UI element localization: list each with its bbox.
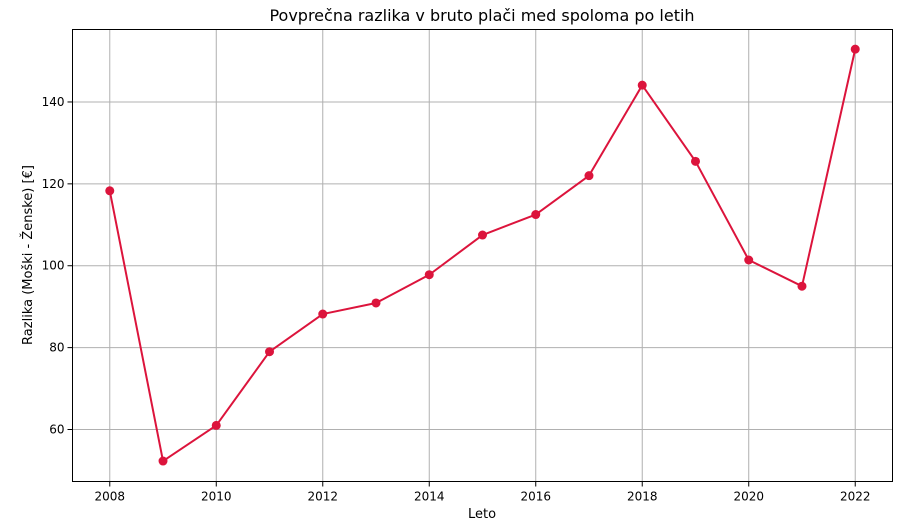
data-point bbox=[584, 171, 594, 181]
data-point bbox=[158, 456, 168, 466]
x-tick-label: 2010 bbox=[201, 490, 232, 504]
series-line bbox=[108, 48, 857, 463]
plot-frame bbox=[72, 29, 893, 482]
ticks: 2008 2010 2012 2014 2016 2018 2020 2022 60 80 100 1… bbox=[42, 95, 871, 504]
x-tick-label: 2018 bbox=[627, 490, 658, 504]
x-axis-label: Leto bbox=[468, 507, 496, 522]
y-tick-label: 60 bbox=[49, 423, 64, 437]
y-tick-label: 80 bbox=[49, 341, 64, 355]
data-point bbox=[424, 270, 434, 280]
data-point bbox=[318, 309, 328, 319]
x-tick-label: 2016 bbox=[520, 490, 551, 504]
data-point bbox=[850, 44, 860, 54]
y-axis-label: Razlika (Moški - Ženske) [€] bbox=[20, 165, 36, 345]
data-point bbox=[478, 230, 487, 240]
data-point bbox=[211, 420, 221, 430]
data-point bbox=[797, 281, 807, 291]
x-tick-label: 2008 bbox=[94, 490, 125, 504]
y-tick-label: 100 bbox=[42, 259, 65, 273]
x-tick-label: 2014 bbox=[414, 490, 445, 504]
data-point bbox=[690, 156, 700, 166]
data-point bbox=[265, 347, 275, 357]
data-points bbox=[105, 44, 860, 466]
data-point bbox=[105, 186, 115, 196]
chart-title: Povprečna razlika v bruto plači med spol… bbox=[269, 6, 694, 25]
x-tick-label: 2012 bbox=[307, 490, 338, 504]
y-tick-label: 140 bbox=[42, 95, 65, 109]
x-tick-label: 2022 bbox=[840, 490, 871, 504]
data-point bbox=[637, 80, 647, 90]
data-point bbox=[531, 210, 541, 220]
x-tick-label: 2020 bbox=[733, 490, 764, 504]
data-point bbox=[744, 255, 754, 265]
data-point bbox=[371, 298, 381, 308]
grid bbox=[72, 29, 893, 482]
y-tick-label: 120 bbox=[42, 177, 65, 191]
